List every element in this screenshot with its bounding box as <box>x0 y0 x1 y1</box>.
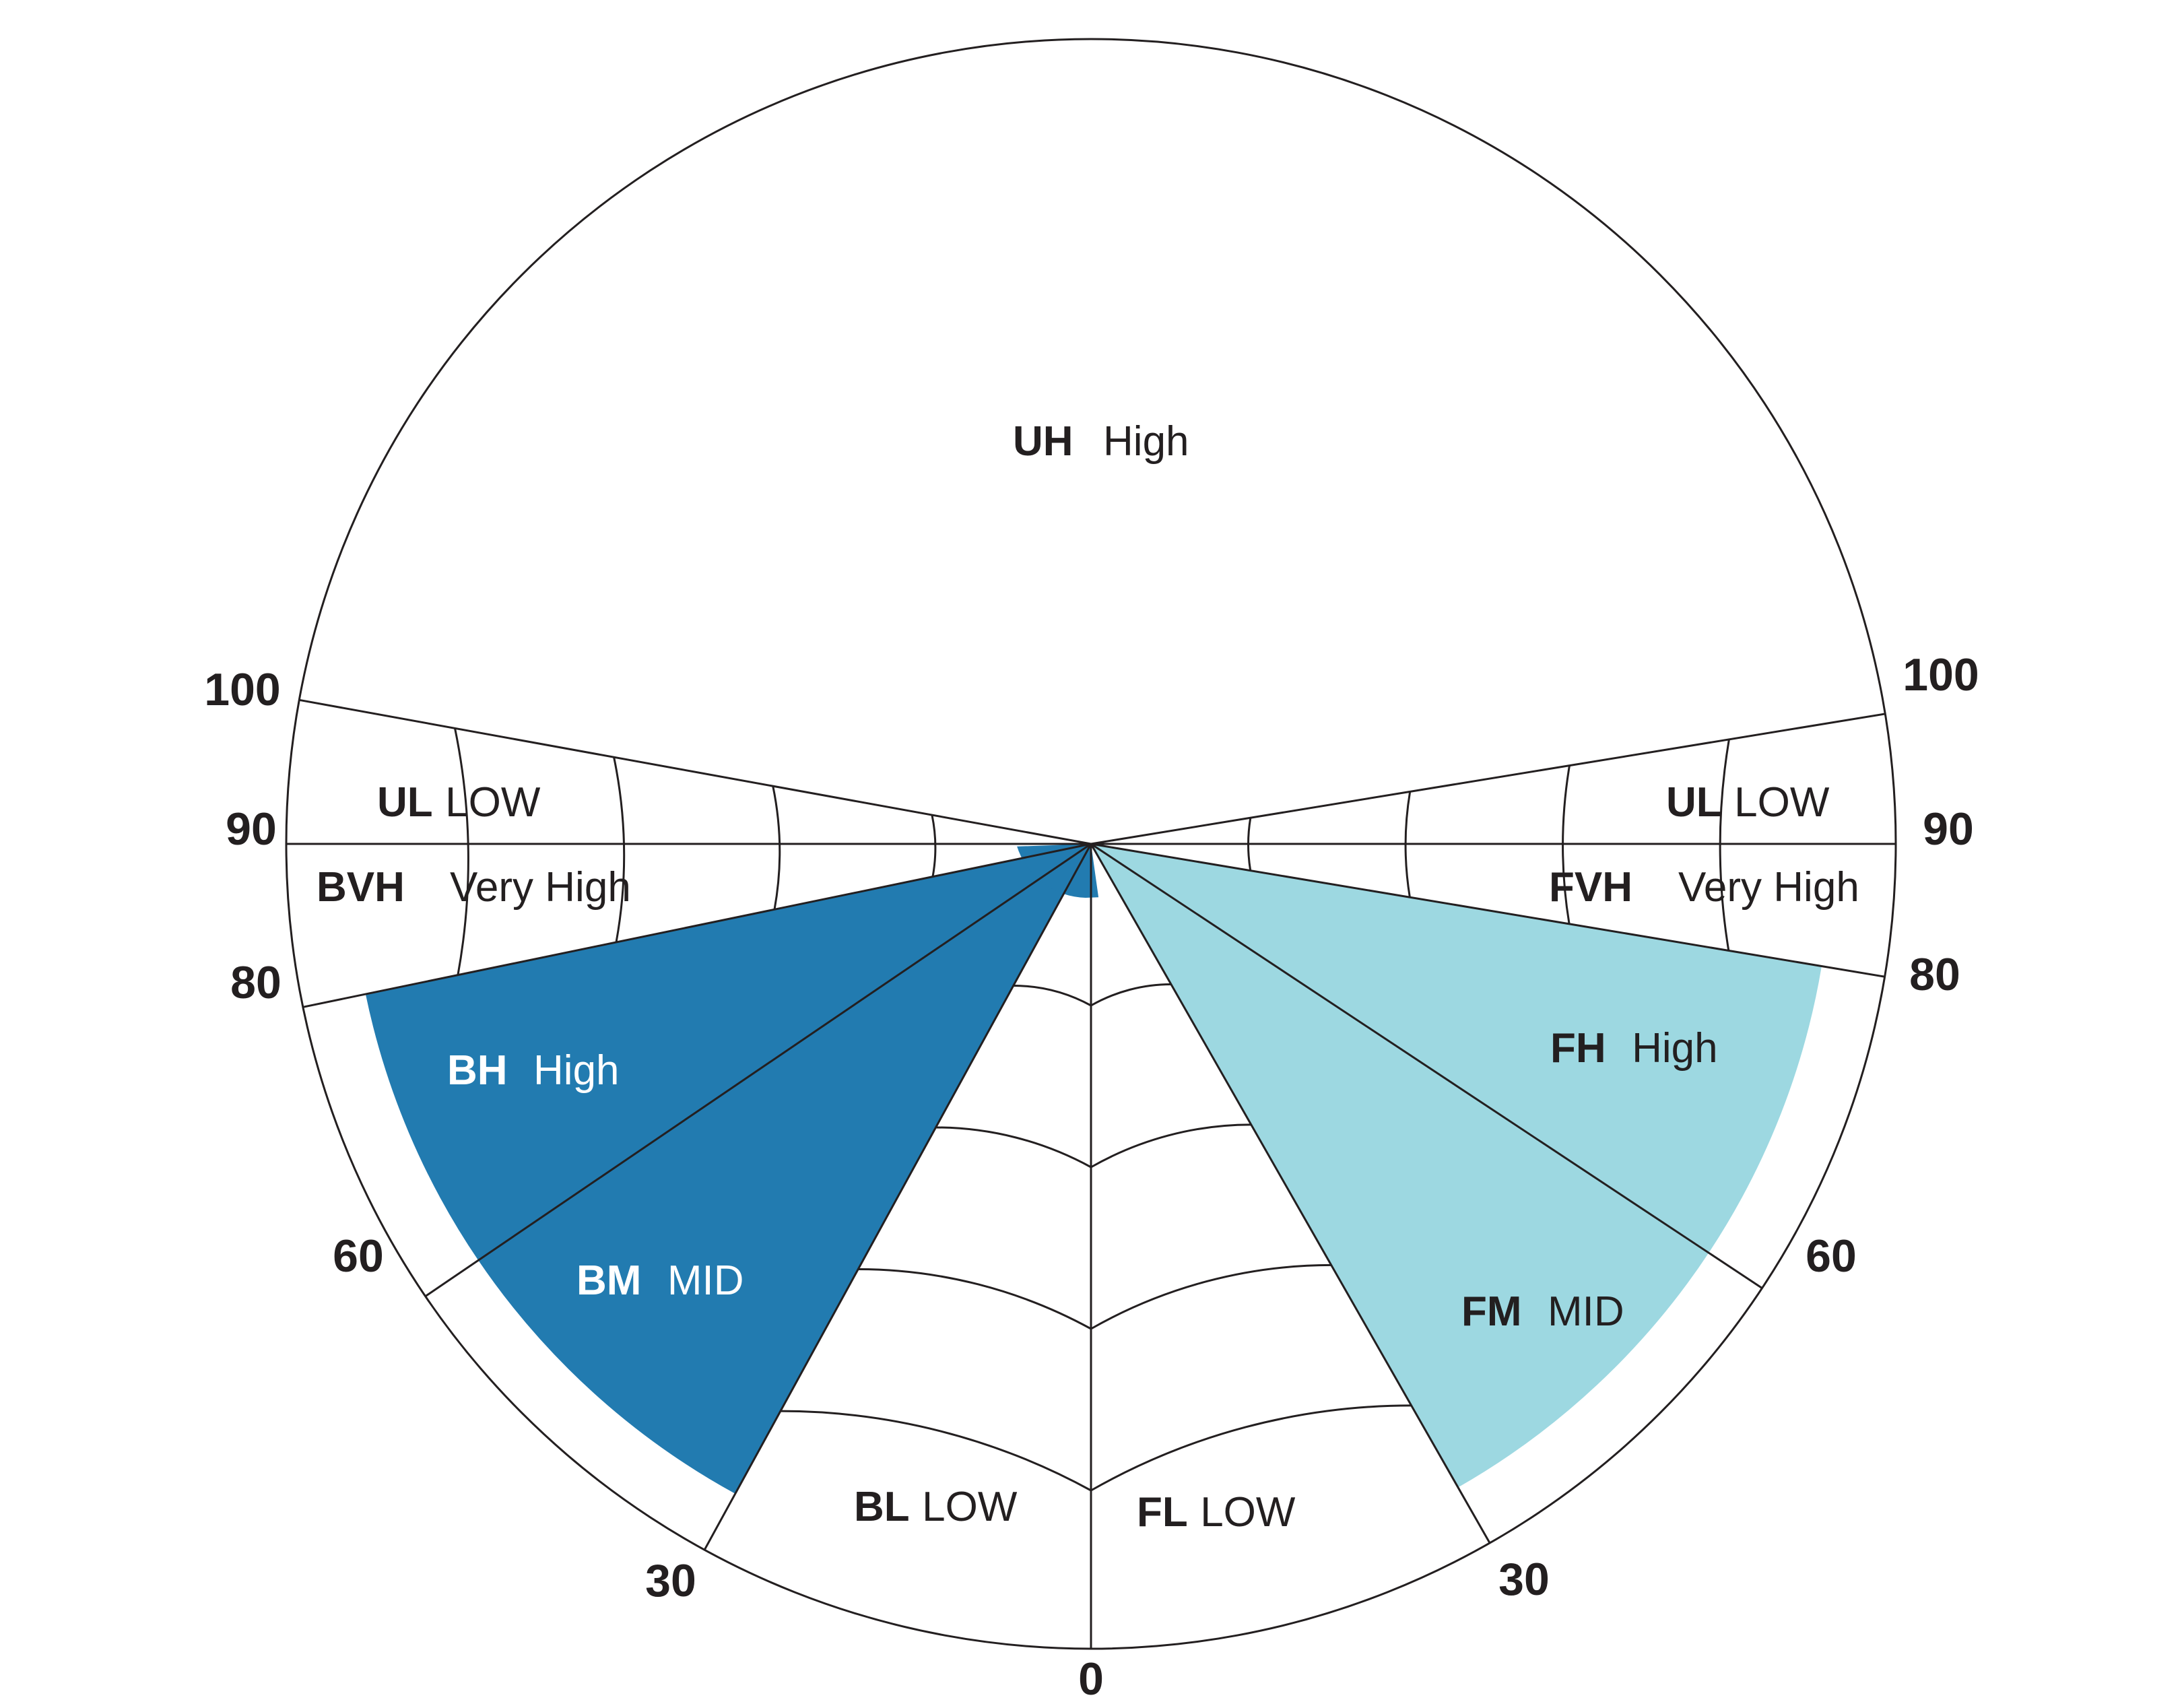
sector-forward-high <box>1091 844 1822 1253</box>
zone-level-bl: LOW <box>922 1484 1018 1530</box>
radial-line-back-60 <box>424 843 1092 1297</box>
zone-code-uh: UH <box>1013 418 1073 465</box>
zone-code-fh: FH <box>1550 1025 1606 1072</box>
zone-code-fvh: FVH <box>1549 864 1632 911</box>
zone-label-fl: FL LOW <box>1137 1489 1296 1536</box>
zone-labels: UH High UL LOW UL LOW BVH Very High FVH … <box>317 418 1859 1536</box>
zone-level-ul-right: LOW <box>1734 779 1830 826</box>
sector-forward-mid <box>1091 844 1709 1488</box>
zone-level-bvh: Very High <box>450 864 631 911</box>
zone-label-uh: UH High <box>1013 418 1189 465</box>
ring-arc-bottom-forward-1 <box>1090 1123 1251 1169</box>
zone-label-bvh: BVH Very High <box>317 864 631 911</box>
ring-arc-upper-back-1 <box>772 785 781 910</box>
zone-label-bl: BL LOW <box>854 1484 1018 1530</box>
zone-level-fvh: Very High <box>1678 864 1859 911</box>
degree-label-right-90: 90 <box>1923 803 1974 855</box>
degree-label-left-100: 100 <box>204 664 280 715</box>
degree-label-bottom-0: 0 <box>1078 1653 1104 1705</box>
radial-line-forward-60 <box>1090 843 1763 1289</box>
zone-level-fm: MID <box>1548 1288 1624 1335</box>
zone-level-bm: MID <box>667 1257 744 1304</box>
ring-arc-upper-back-0 <box>931 814 937 877</box>
ring-arc-bottom-back-2 <box>858 1268 1092 1330</box>
zone-label-fm: FM MID <box>1461 1288 1624 1335</box>
degree-label-left-90: 90 <box>226 803 277 855</box>
zone-code-fl: FL <box>1137 1489 1188 1536</box>
radial-line-forward-80 <box>1090 843 1885 978</box>
zone-level-fl: LOW <box>1200 1489 1296 1536</box>
ring-arc-bottom-forward-2 <box>1090 1263 1331 1330</box>
ring-arc-bottom-forward-0 <box>1090 983 1171 1007</box>
center-blue-blob <box>1017 844 1099 898</box>
zone-label-bm: BM MID <box>576 1257 744 1304</box>
zone-code-bl: BL <box>854 1484 910 1530</box>
degree-label-right-100: 100 <box>1903 649 1979 700</box>
filled-sectors <box>365 844 1822 1494</box>
degree-label-right-80: 80 <box>1909 949 1960 1000</box>
grid-lines <box>285 38 1897 1650</box>
zone-label-bh: BH High <box>447 1047 620 1094</box>
zone-label-ul-right: UL LOW <box>1666 779 1830 826</box>
zone-level-ul-left: LOW <box>445 779 541 826</box>
degree-label-left-30: 30 <box>645 1555 696 1606</box>
radial-line-back-100 <box>299 698 1092 845</box>
degree-label-left-80: 80 <box>230 957 282 1008</box>
ring-arc-upper-forward-0 <box>1247 817 1252 871</box>
sector-back-high <box>365 844 1091 1261</box>
degree-label-left-60: 60 <box>333 1230 384 1282</box>
zone-label-fh: FH High <box>1550 1025 1718 1072</box>
ring-arc-upper-forward-3 <box>1719 739 1730 951</box>
degree-labels: 100 90 80 60 30 100 90 80 60 30 0 <box>204 649 1979 1705</box>
ring-arc-bottom-back-0 <box>1013 985 1092 1007</box>
zone-code-bvh: BVH <box>317 864 405 911</box>
zone-level-uh: High <box>1103 418 1189 465</box>
radial-line-forward-100 <box>1090 713 1886 845</box>
ring-arc-upper-forward-1 <box>1404 791 1412 898</box>
ring-arc-bottom-back-3 <box>780 1410 1092 1492</box>
zone-level-fh: High <box>1632 1025 1718 1072</box>
zone-code-ul-right: UL <box>1666 779 1722 826</box>
degree-label-right-60: 60 <box>1806 1230 1857 1282</box>
ring-arc-upper-back-3 <box>454 727 469 975</box>
zone-code-fm: FM <box>1461 1288 1522 1335</box>
zone-label-fvh: FVH Very High <box>1549 864 1859 911</box>
sector-back-mid <box>478 844 1091 1494</box>
zone-code-bh: BH <box>447 1047 508 1094</box>
radial-line-forward-30 <box>1090 843 1491 1544</box>
radial-line-back-30 <box>703 843 1092 1550</box>
degree-label-right-30: 30 <box>1498 1554 1550 1605</box>
zone-label-ul-left: UL LOW <box>377 779 541 826</box>
ring-arc-bottom-forward-3 <box>1090 1404 1412 1492</box>
ring-arc-upper-forward-2 <box>1562 765 1571 925</box>
radial-line-back-80 <box>302 843 1092 1008</box>
ring-arc-bottom-back-1 <box>935 1126 1092 1169</box>
zone-code-ul-left: UL <box>377 779 433 826</box>
zone-code-bm: BM <box>576 1257 641 1304</box>
ring-arc-upper-back-2 <box>613 756 626 943</box>
zone-level-bh: High <box>533 1047 620 1094</box>
